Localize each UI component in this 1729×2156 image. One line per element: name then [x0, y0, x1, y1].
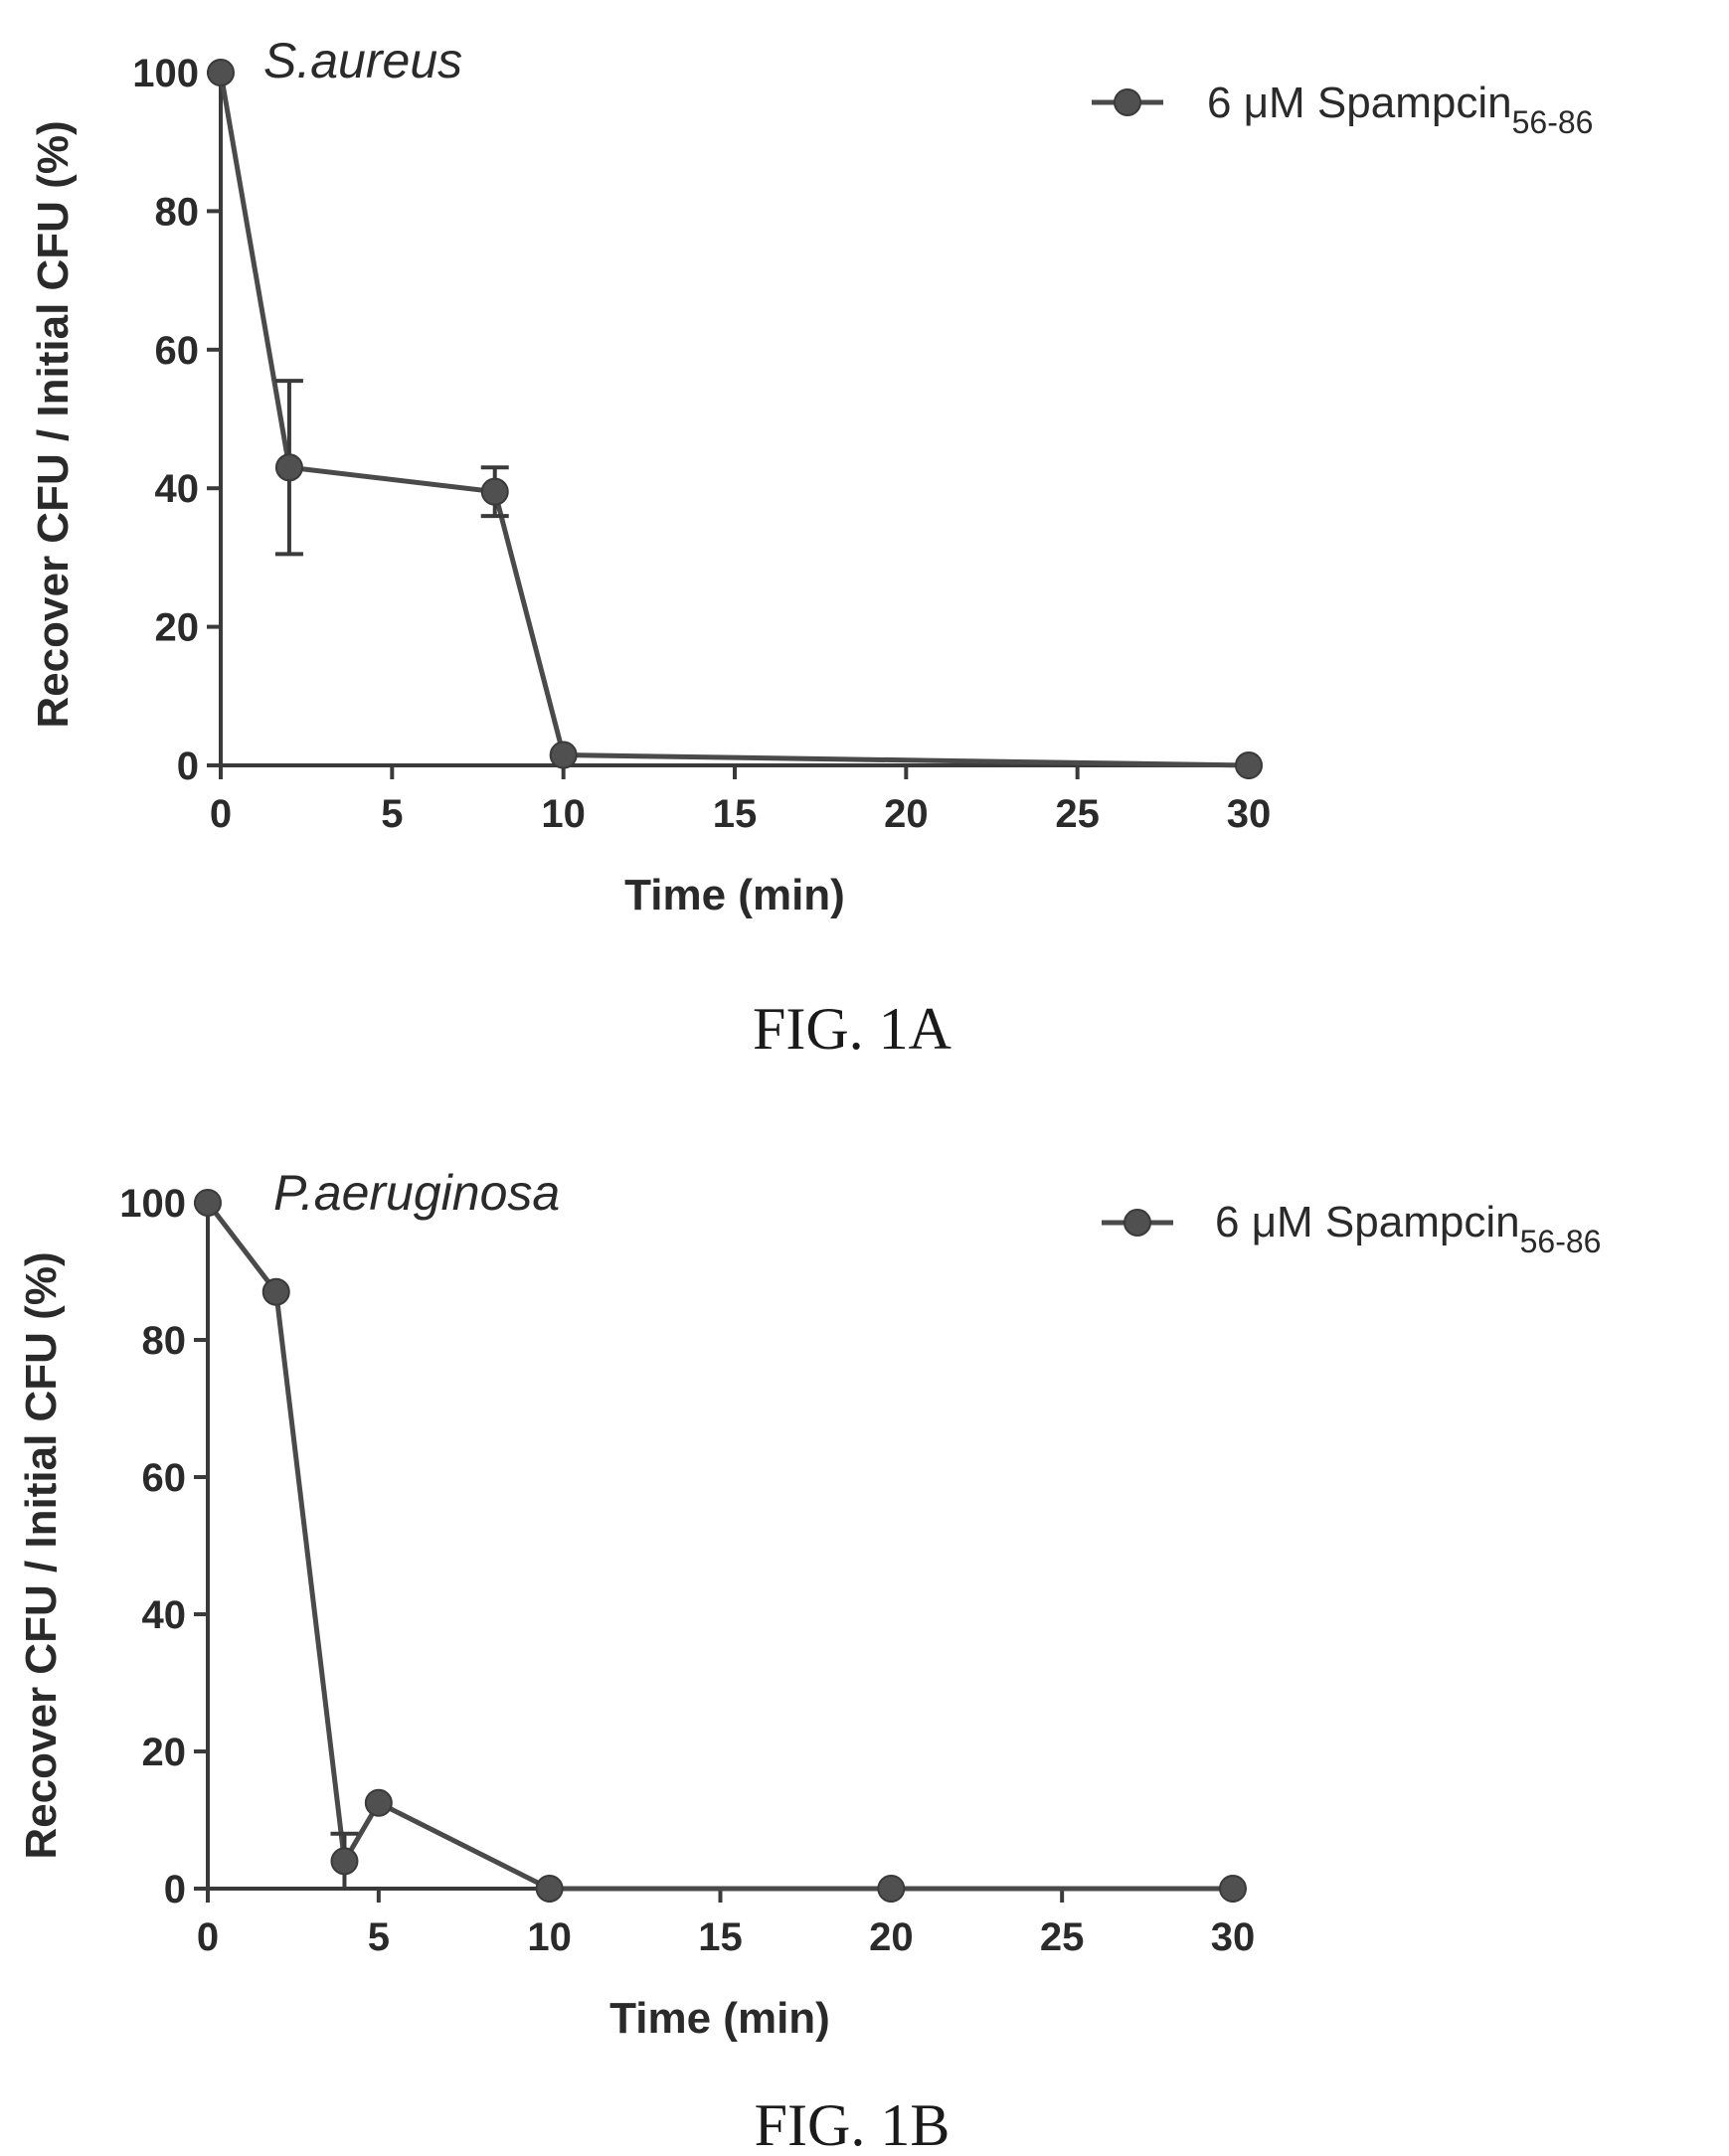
data-point [1235, 751, 1263, 779]
y-axis-title-a: Recover CFU / Initial CFU (%) [29, 120, 78, 728]
data-point [330, 1847, 359, 1876]
x-axis-title-b: Time (min) [609, 1994, 830, 2043]
y-tick-label: 60 [155, 329, 200, 373]
y-tick-labels-a: 0 20 40 60 80 100 [132, 52, 199, 788]
y-tick-label: 20 [142, 1731, 187, 1774]
data-point [877, 1875, 906, 1903]
legend-marker-b [1124, 1209, 1151, 1237]
x-ticks-a [219, 765, 1251, 779]
legend-label-a: 6 μM Spampcin56-86 [1207, 79, 1593, 140]
x-tick-label: 10 [527, 1915, 572, 1959]
x-tick-label: 30 [1227, 792, 1272, 836]
data-point [549, 741, 578, 769]
data-point [274, 453, 303, 482]
legend-label-main-a: 6 μM Spampcin [1207, 79, 1512, 127]
x-tick-label: 0 [197, 1915, 219, 1959]
markers-a [207, 59, 1263, 779]
y-tick-label: 0 [177, 745, 199, 788]
y-tick-label: 100 [119, 1182, 186, 1226]
y-tick-label: 100 [132, 52, 199, 95]
y-tick-label: 80 [142, 1319, 187, 1363]
panel-title-a: S.aureus [263, 33, 462, 88]
panel-title-b: P.aeruginosa [273, 1165, 560, 1221]
x-tick-label: 20 [884, 792, 929, 836]
legend-marker-a [1114, 88, 1141, 116]
legend-b: 6 μM Spampcin56-86 [1102, 1198, 1601, 1259]
x-axis-title-a: Time (min) [624, 871, 845, 919]
x-tick-label: 20 [869, 1915, 914, 1959]
axes-a [219, 73, 1249, 767]
y-tick-label: 40 [155, 467, 200, 511]
panel-a: Recover CFU / Initial CFU (%) 0 20 40 60 80 1… [29, 33, 1593, 1062]
data-point [535, 1875, 564, 1903]
series-lines-b [206, 1201, 1233, 1892]
panel-b: Recover CFU / Initial CFU (%) 0 20 40 60 80 1… [17, 1165, 1601, 2156]
x-tick-label: 30 [1211, 1915, 1256, 1959]
x-tick-label: 25 [1040, 1915, 1085, 1959]
y-tick-label: 20 [155, 606, 200, 650]
x-tick-label: 5 [368, 1915, 390, 1959]
x-tick-label: 5 [381, 792, 403, 836]
legend-label-main-b: 6 μM Spampcin [1215, 1198, 1520, 1246]
x-tick-label: 0 [210, 792, 232, 836]
y-tick-label: 0 [164, 1868, 186, 1911]
fig-caption-b: FIG. 1B [755, 2092, 951, 2156]
data-point [364, 1788, 393, 1817]
legend-label-b: 6 μM Spampcin56-86 [1215, 1198, 1601, 1259]
data-point [480, 477, 509, 506]
y-tick-label: 60 [142, 1456, 187, 1500]
data-point [194, 1189, 222, 1217]
y-ticks-a [207, 71, 221, 767]
series-line [206, 1201, 1233, 1892]
series-lines-a [218, 72, 1250, 768]
markers-b [194, 1189, 1247, 1903]
y-tick-label: 80 [155, 190, 200, 234]
axes-b [206, 1203, 1233, 1891]
fig-caption-a: FIG. 1A [753, 996, 951, 1062]
y-tick-labels-b: 0 20 40 60 80 100 [119, 1182, 186, 1911]
series-line [218, 72, 1250, 768]
data-point [261, 1277, 290, 1306]
x-tick-labels-a: 0 5 10 15 20 25 30 [210, 792, 1271, 836]
y-ticks-b [194, 1201, 208, 1891]
x-tick-labels-b: 0 5 10 15 20 25 30 [197, 1915, 1255, 1959]
data-point [1219, 1875, 1247, 1903]
x-tick-label: 15 [698, 1915, 743, 1959]
y-tick-label: 40 [142, 1593, 187, 1637]
legend-a: 6 μM Spampcin56-86 [1092, 79, 1593, 140]
data-point [207, 59, 235, 86]
legend-label-sub-b: 56-86 [1520, 1224, 1602, 1259]
x-tick-label: 10 [541, 792, 586, 836]
x-tick-label: 15 [713, 792, 758, 836]
legend-label-sub-a: 56-86 [1512, 104, 1594, 140]
x-tick-label: 25 [1055, 792, 1100, 836]
y-axis-title-b: Recover CFU / Initial CFU (%) [17, 1251, 66, 1859]
